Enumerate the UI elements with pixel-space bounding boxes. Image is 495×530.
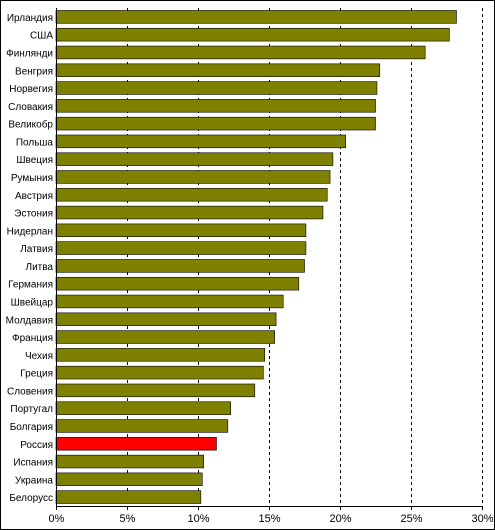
category-label: Франция: [12, 333, 53, 344]
bar-highlight: [55, 437, 217, 451]
category-label: Литва: [26, 262, 54, 273]
bar: [55, 81, 378, 95]
x-tick-label: 10%: [187, 513, 209, 525]
bar: [55, 365, 264, 380]
x-tick-label: 0%: [49, 513, 65, 525]
category-label: Швейцар: [11, 297, 54, 308]
bar: [55, 472, 203, 487]
bar: [55, 152, 334, 166]
category-label: Австрия: [15, 191, 53, 202]
bar: [55, 383, 256, 398]
bar: [55, 134, 346, 149]
category-label: Польша: [16, 137, 54, 148]
category-label: Чехия: [25, 351, 53, 362]
category-label: Румыния: [11, 173, 53, 184]
category-label: Испания: [13, 458, 53, 469]
category-label: Молдавия: [6, 315, 53, 326]
category-label: Венгрия: [15, 66, 53, 77]
bar: [55, 205, 324, 220]
category-label: Словакия: [8, 102, 53, 113]
bar: [55, 294, 284, 309]
category-label: Россия: [20, 440, 53, 451]
x-tick-label: 20%: [329, 513, 351, 525]
bars-layer: [55, 10, 457, 504]
category-label: Швеция: [16, 155, 53, 166]
category-label: США: [30, 31, 53, 42]
bar: [55, 419, 229, 433]
x-tick-label: 30%: [471, 513, 493, 525]
x-tick-label: 25%: [400, 513, 422, 525]
category-label: Словения: [7, 386, 53, 397]
bar: [55, 348, 266, 362]
bar: [55, 490, 202, 504]
category-label: Германия: [8, 280, 53, 291]
category-label: Украина: [15, 475, 54, 486]
bar: [55, 312, 277, 326]
bar: [55, 63, 381, 77]
category-label: Латвия: [20, 244, 53, 255]
bar: [55, 241, 307, 255]
x-tick-label: 15%: [258, 513, 280, 525]
category-label: Финлянди: [6, 48, 53, 59]
category-label: Болгария: [10, 422, 53, 433]
category-label: Нидерлан: [7, 226, 53, 237]
bar: [55, 27, 450, 42]
bar: [55, 45, 426, 60]
category-label: Греция: [20, 369, 53, 380]
category-label: Португал: [10, 404, 53, 415]
category-label: Великобр: [8, 119, 53, 131]
category-label: Ирландия: [7, 13, 53, 24]
bar: [55, 116, 376, 131]
bar: [55, 454, 204, 469]
bar: [55, 223, 307, 238]
bar: [55, 259, 305, 273]
category-label: Норвегия: [9, 84, 53, 95]
bar: [55, 330, 275, 344]
x-tick-label: 5%: [120, 513, 136, 525]
category-label: Эстония: [14, 209, 53, 220]
labels-layer: 0% 5% 10% 15% 20% 25% 30% Ирландия США Финлянди Ве…: [6, 13, 494, 525]
bar: [55, 10, 457, 24]
bar: [55, 276, 300, 291]
bar: [55, 170, 331, 184]
bar: [55, 188, 328, 202]
bar: [55, 401, 231, 415]
axis-layer: [56, 8, 483, 510]
category-label: Белорусс: [9, 493, 53, 504]
bar: [55, 99, 376, 113]
